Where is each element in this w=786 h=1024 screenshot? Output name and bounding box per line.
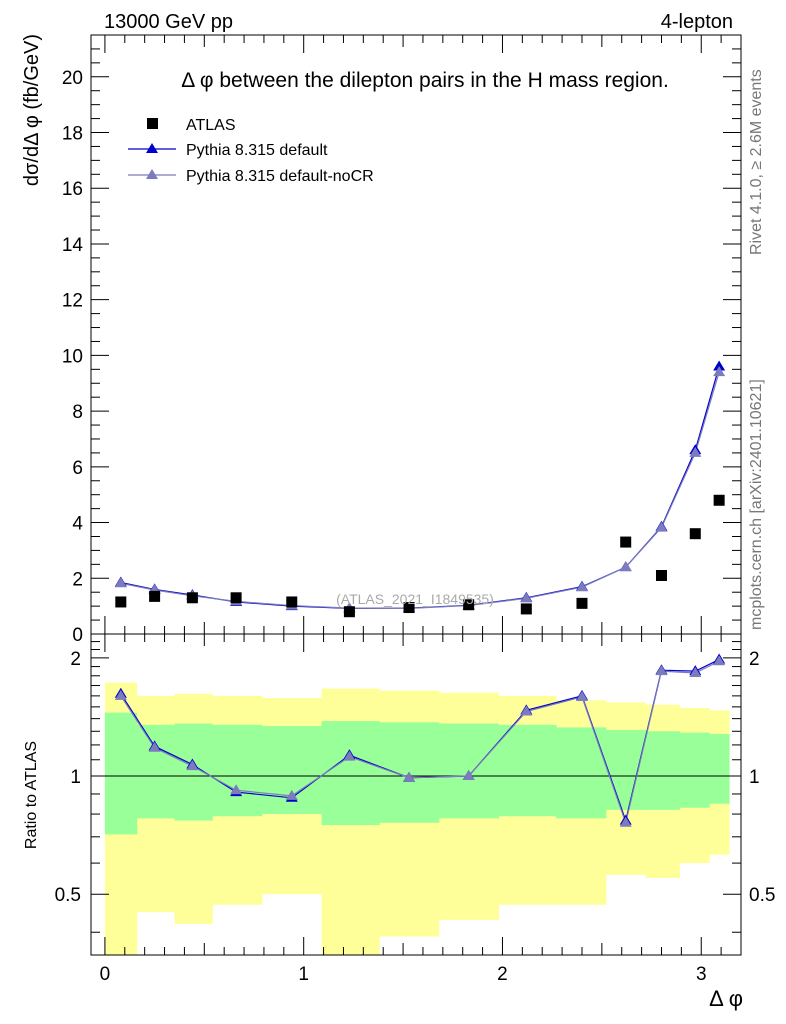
point-atlas (115, 596, 127, 608)
ratio-frame (90, 633, 742, 956)
point-atlas (655, 569, 667, 581)
ratio-point-nocr (114, 689, 127, 700)
legend: ATLAS Pythia 8.315 default Pythia 8.315 … (128, 117, 374, 185)
y-tick-label: 2 (72, 569, 83, 590)
green-uncertainty-band (321, 721, 380, 826)
point-atlas (149, 590, 161, 602)
y-tick-label: 4 (72, 514, 83, 535)
ratio-panel: 0.5 0.5 1 1 2 2 0 1 2 3 Ratio to ATLAS Δ φ (23, 633, 775, 1011)
ratio-line-nocr (120, 660, 720, 825)
ratio-point-nocr (655, 665, 668, 676)
point-nocr (689, 446, 702, 457)
point-atlas (520, 603, 532, 615)
ratio-y-tick-label: 1 (70, 767, 81, 788)
point-atlas (463, 599, 475, 611)
legend-nocr-marker (146, 169, 158, 179)
point-atlas (343, 606, 355, 618)
point-atlas (576, 597, 588, 609)
source-label: mcplots.cern.ch [arXiv:2401.10621] (748, 379, 765, 630)
ratio-point-nocr (575, 690, 588, 701)
point-nocr (114, 577, 127, 588)
ratio-point-nocr (186, 760, 199, 771)
ratio-point-nocr (619, 816, 632, 827)
x-axis-label: Δ φ (709, 986, 743, 1011)
x-tick-label: 3 (696, 964, 707, 985)
legend-default-label: Pythia 8.315 default (186, 142, 328, 159)
y-tick-label: 0 (72, 625, 83, 646)
point-nocr (655, 521, 668, 532)
process-label: 4-lepton (661, 11, 733, 33)
point-atlas (230, 592, 242, 604)
y-tick-label: 6 (72, 458, 83, 479)
point-default (713, 360, 726, 371)
point-atlas (186, 592, 198, 604)
green-uncertainty-band (498, 724, 557, 817)
ratio-y-tick-label-right: 2 (749, 649, 760, 670)
y-tick-label: 8 (72, 402, 83, 423)
point-atlas (620, 536, 632, 548)
legend-default-marker (146, 143, 158, 153)
green-uncertainty-band (136, 724, 175, 819)
ratio-point-nocr (689, 666, 702, 677)
x-tick-label: 2 (497, 964, 508, 985)
ratio-point-nocr (285, 789, 298, 800)
y-tick-label: 12 (62, 291, 83, 312)
y-tick-label: 16 (62, 179, 83, 200)
y-tick-label: 14 (62, 235, 84, 256)
ratio-point-nocr (520, 705, 533, 716)
ratio-point-nocr (713, 655, 726, 666)
y-axis-label: dσ/dΔ φ (fb/GeV) (21, 34, 43, 186)
ratio-point-nocr (148, 741, 161, 752)
ratio-y-tick-label: 2 (70, 649, 81, 670)
ratio-point-nocr (462, 770, 475, 781)
chart-title: Δ φ between the dilepton pairs in the H … (181, 69, 669, 92)
green-uncertainty-band (709, 733, 730, 804)
rivet-label: Rivet 4.1.0, ≥ 2.6M events (748, 69, 765, 255)
main-panel: 0 2 4 6 8 10 12 14 16 18 20 Δ φ between the dilept… (21, 34, 742, 646)
point-atlas (689, 528, 701, 540)
y-tick-label: 18 (62, 124, 83, 145)
series-line-nocr (120, 371, 720, 609)
point-nocr (575, 581, 588, 592)
green-uncertainty-band (605, 729, 647, 810)
ratio-y-tick-label-right: 1 (749, 767, 760, 788)
y-tick-label: 20 (62, 68, 83, 89)
energy-label: 13000 GeV pp (104, 11, 233, 33)
ratio-point-nocr (403, 771, 416, 782)
point-nocr (713, 366, 726, 377)
green-uncertainty-band (212, 724, 263, 817)
green-uncertainty-band (679, 732, 710, 808)
ratio-y-tick-label-right: 0.5 (749, 885, 775, 906)
ratio-y-tick-label: 0.5 (55, 885, 81, 906)
ratio-point-nocr (343, 750, 356, 761)
x-tick-label: 0 (100, 964, 111, 985)
legend-atlas-label: ATLAS (186, 117, 236, 134)
y-tick-label: 10 (62, 346, 83, 367)
point-atlas (713, 494, 725, 506)
point-atlas (286, 596, 298, 608)
series-line-default (120, 366, 720, 609)
green-uncertainty-band (645, 731, 680, 810)
legend-atlas-marker (147, 118, 158, 129)
point-atlas (403, 602, 415, 614)
x-tick-label: 1 (298, 964, 309, 985)
point-nocr (619, 561, 632, 572)
green-uncertainty-band (556, 727, 607, 819)
point-nocr (520, 592, 533, 603)
green-uncertainty-band (174, 723, 213, 821)
green-uncertainty-band (104, 712, 138, 835)
ratio-y-axis-label: Ratio to ATLAS (23, 741, 40, 849)
ratio-point-nocr (230, 784, 243, 795)
analysis-watermark: (ATLAS_2021_I1849535) (336, 591, 494, 607)
legend-nocr-label: Pythia 8.315 default-noCR (186, 168, 374, 185)
